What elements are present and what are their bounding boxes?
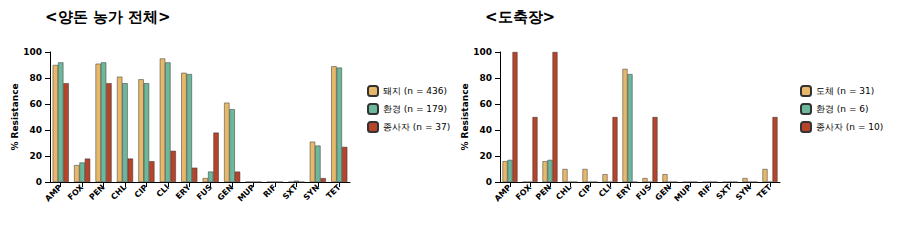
svg-text:FOX: FOX bbox=[514, 183, 533, 202]
svg-text:MUP: MUP bbox=[236, 183, 257, 204]
svg-text:환경 (n = 179): 환경 (n = 179) bbox=[383, 104, 447, 114]
svg-text:CHL: CHL bbox=[554, 183, 573, 202]
svg-text:<도축장>: <도축장> bbox=[485, 8, 555, 26]
svg-text:SYN: SYN bbox=[302, 183, 321, 202]
svg-text:환경 (n = 6): 환경 (n = 6) bbox=[816, 104, 869, 114]
svg-text:돼지 (n = 436): 돼지 (n = 436) bbox=[383, 86, 447, 96]
svg-text:CHL: CHL bbox=[109, 183, 128, 202]
svg-text:FOX: FOX bbox=[66, 183, 85, 202]
svg-text:20: 20 bbox=[29, 151, 42, 161]
svg-text:FUS: FUS bbox=[195, 183, 214, 202]
svg-text:% Resistance: % Resistance bbox=[10, 83, 20, 150]
svg-text:20: 20 bbox=[479, 151, 492, 161]
svg-text:도체 (n = 31): 도체 (n = 31) bbox=[816, 86, 874, 96]
svg-text:0: 0 bbox=[486, 177, 492, 187]
svg-text:종사자 (n = 10): 종사자 (n = 10) bbox=[816, 122, 883, 132]
svg-text:PEN: PEN bbox=[88, 183, 107, 202]
svg-text:CLI: CLI bbox=[597, 183, 613, 199]
svg-text:SXT: SXT bbox=[715, 182, 734, 201]
svg-text:TET: TET bbox=[325, 182, 343, 200]
svg-text:TET: TET bbox=[755, 182, 773, 200]
svg-text:80: 80 bbox=[29, 73, 42, 83]
svg-text:MUP: MUP bbox=[672, 183, 693, 204]
svg-text:FUS: FUS bbox=[634, 183, 653, 202]
svg-text:종사자 (n = 37): 종사자 (n = 37) bbox=[383, 122, 450, 132]
svg-text:CLI: CLI bbox=[155, 183, 171, 199]
svg-text:GEN: GEN bbox=[216, 183, 236, 203]
svg-text:CIP: CIP bbox=[576, 183, 593, 200]
svg-text:GEN: GEN bbox=[654, 183, 674, 203]
svg-text:ERY: ERY bbox=[174, 183, 193, 202]
svg-text:RIF: RIF bbox=[262, 183, 279, 200]
svg-text:40: 40 bbox=[479, 125, 492, 135]
svg-text:RIF: RIF bbox=[697, 183, 714, 200]
svg-text:PEN: PEN bbox=[534, 183, 553, 202]
svg-text:60: 60 bbox=[479, 99, 492, 109]
svg-text:CIP: CIP bbox=[133, 183, 150, 200]
svg-text:SXT: SXT bbox=[281, 182, 300, 201]
svg-text:0: 0 bbox=[36, 177, 42, 187]
svg-text:% Resistance: % Resistance bbox=[460, 83, 470, 150]
svg-text:80: 80 bbox=[479, 73, 492, 83]
svg-text:AMP: AMP bbox=[43, 183, 64, 204]
svg-text:SYN: SYN bbox=[734, 183, 753, 202]
svg-text:AMP: AMP bbox=[493, 183, 514, 204]
svg-text:60: 60 bbox=[29, 99, 42, 109]
svg-text:<양돈 농가 전체>: <양돈 농가 전체> bbox=[45, 8, 171, 26]
svg-text:100: 100 bbox=[473, 47, 492, 57]
svg-text:100: 100 bbox=[23, 47, 42, 57]
svg-text:40: 40 bbox=[29, 125, 42, 135]
svg-text:ERY: ERY bbox=[615, 183, 634, 202]
